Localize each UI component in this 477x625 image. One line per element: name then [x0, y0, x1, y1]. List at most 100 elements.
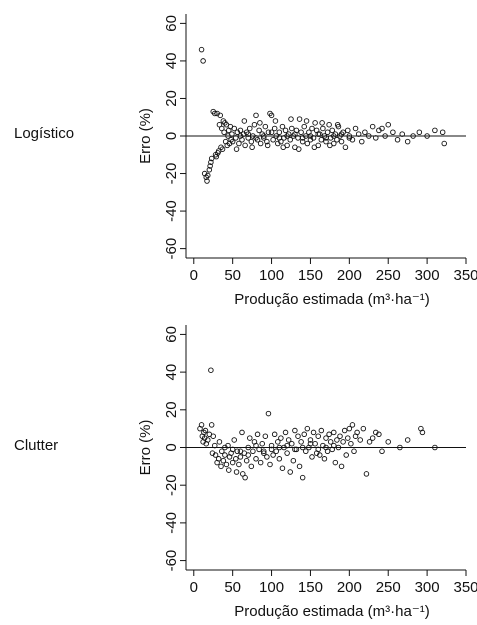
panel-2-data-point — [237, 454, 244, 460]
panel-2-data-point — [279, 465, 286, 471]
panel-2-data-point — [363, 471, 370, 477]
panel-1-data-point — [404, 138, 411, 145]
panel-1-data-point — [272, 118, 279, 124]
panel-2-data-point — [369, 435, 376, 441]
panel-2-data-point — [202, 427, 209, 434]
panel-1-data-point — [346, 133, 353, 139]
panel-1-data-point — [212, 110, 218, 117]
panel-2-data-point — [376, 431, 382, 438]
panel-1-x-tick-label: 150 — [298, 267, 323, 284]
panel-2-data-point — [239, 429, 245, 436]
panel-2-data-point — [262, 433, 269, 439]
panel-1-data-point — [229, 138, 236, 145]
panel-2-data-point — [212, 452, 219, 458]
panel-1-data-point — [207, 163, 213, 169]
panel-1-data-point — [416, 129, 423, 135]
panel-2-data-point — [212, 442, 218, 449]
panel-2-data-point — [250, 448, 256, 455]
panel-2-data-point — [327, 439, 334, 445]
panel-2-data-point — [346, 425, 353, 432]
panel-1-data-point — [264, 142, 271, 149]
panel-2-data-point — [276, 456, 283, 462]
panel-1-x-tick-label: 0 — [190, 267, 198, 284]
panel-2-data-point — [295, 433, 301, 439]
panel-2-y-tick-label: -40 — [163, 512, 180, 534]
panel-1-data-point — [217, 112, 223, 119]
panel-2-data-point — [296, 463, 303, 470]
panel-2-data-point — [397, 444, 403, 451]
panel-1-data-point — [231, 125, 237, 132]
panel-1-data-point — [248, 138, 255, 145]
panel-1-data-point — [237, 127, 244, 134]
panel-2-data-point — [292, 427, 298, 434]
panel-2-x-tick-label: 50 — [224, 579, 241, 596]
panel-1-x-tick-label: 250 — [376, 267, 401, 284]
panel-2-data-point — [254, 431, 261, 438]
panel-2-data-point — [229, 446, 236, 453]
panel-2-data-point — [233, 469, 240, 475]
panel-2-data-point — [315, 433, 321, 439]
panel-1-data-point — [309, 125, 315, 132]
panel-1-data-point — [257, 140, 264, 147]
panel-1-data-point — [323, 138, 329, 145]
panel-2-data-point — [265, 410, 272, 417]
panel-2-data-point — [257, 459, 264, 466]
panel-1-data-point — [424, 133, 430, 139]
panel-1-data-point — [379, 125, 385, 132]
panel-2-data-point — [385, 439, 391, 445]
panel-2-data-point — [237, 448, 244, 455]
panel-1-x-tick-label: 100 — [259, 267, 284, 284]
panel-2-data-point — [270, 452, 276, 458]
panel-2-data-point — [243, 457, 250, 464]
panel-1-data-point — [319, 120, 325, 126]
panel-2-data-point — [349, 422, 356, 428]
panel-1-data-point — [299, 135, 306, 141]
panel-2-data-point — [335, 444, 342, 451]
panel-2-x-tick-label: 250 — [376, 579, 401, 596]
panel-2-data-point — [242, 474, 248, 481]
panel-1-data-point — [394, 137, 401, 143]
panel-1-data-point — [399, 131, 405, 137]
panel-1-data-point — [369, 123, 376, 130]
panel-2-data-point — [309, 454, 315, 460]
panel-1-data-point — [245, 131, 251, 137]
panel-1-data-point — [324, 129, 331, 135]
panel-1-x-tick-label: 200 — [337, 267, 362, 284]
panel-2-data-point — [331, 442, 337, 449]
panel-1-y-tick-label: 20 — [163, 90, 180, 107]
panel-2-data-point — [264, 454, 270, 460]
panel-2-data-point — [208, 367, 214, 373]
panel-1-data-point — [331, 133, 337, 139]
panel-2-data-point — [301, 431, 307, 438]
panel-1-data-point — [304, 140, 311, 147]
panel-1-data-point — [318, 137, 325, 143]
panel-2-data-point — [351, 448, 357, 455]
panel-1-data-point — [276, 129, 283, 135]
panel-1-data-point — [334, 121, 341, 128]
panel-2-data-point — [343, 452, 349, 458]
panel-2-data-point — [240, 471, 246, 477]
panel-2-data-point — [218, 463, 224, 470]
panel-1-data-point — [262, 123, 269, 130]
panel-2-data-point — [432, 444, 438, 451]
panel-1-data-point — [280, 144, 286, 151]
panel-1-data-point — [261, 135, 267, 141]
panel-2-data-point — [360, 425, 367, 432]
panel-2-data-point — [354, 429, 360, 436]
panel-2-data-point — [292, 446, 298, 453]
panel-2-x-tick-label: 150 — [298, 579, 323, 596]
panel-2-y-tick-label: 20 — [163, 401, 180, 418]
panel-2-y-tick-label: 40 — [163, 364, 180, 381]
panel-1-data-point — [301, 123, 307, 130]
panel-1-x-tick-label: 300 — [415, 267, 440, 284]
panel-2-data-point — [278, 435, 284, 441]
panel-2-data-point — [261, 450, 267, 456]
panel-2-data-point — [231, 437, 237, 443]
panel-1-data-point — [320, 125, 326, 132]
panel-2-data-point — [253, 456, 259, 462]
panel-2-data-point — [293, 446, 300, 453]
panel-1-data-point — [247, 125, 253, 132]
panel-1-data-point — [315, 131, 321, 137]
panel-2-data-point — [287, 469, 293, 475]
panel-2-data-point — [337, 433, 343, 439]
